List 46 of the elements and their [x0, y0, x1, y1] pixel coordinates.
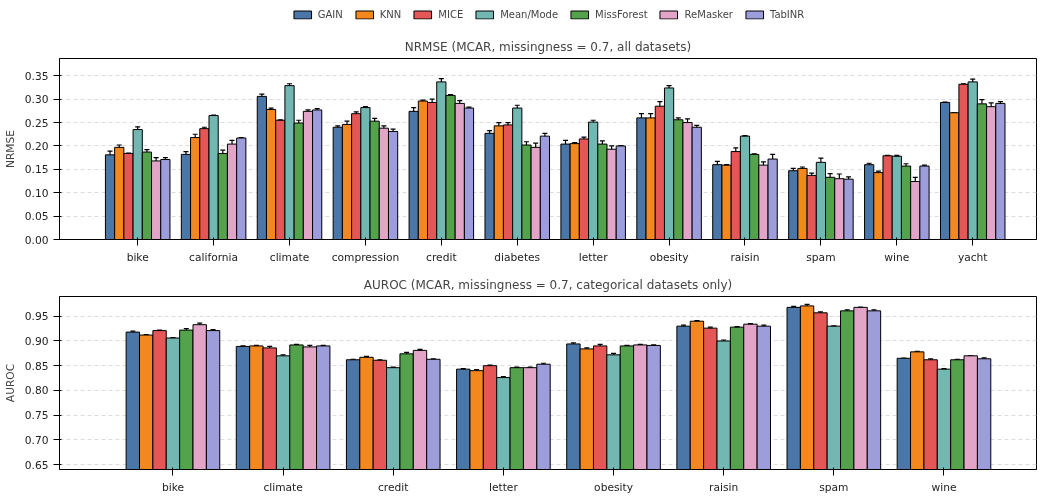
x-tick-label: letter	[488, 480, 519, 494]
x-tick-label: credit	[426, 250, 457, 264]
x-tick-label: diabetes	[494, 250, 541, 264]
x-tick-label: spam	[819, 480, 849, 494]
y-tick-label: 0.20	[24, 139, 49, 153]
x-tick-label: raisin	[730, 250, 760, 264]
x-tick-label: obesity	[649, 250, 689, 264]
legend-label: Mean/Mode	[500, 8, 559, 20]
y-axis-title: NRMSE	[3, 129, 17, 169]
legend-label: MissForest	[595, 8, 648, 20]
x-tick-label: wine	[884, 250, 910, 264]
y-tick-label: 0.10	[24, 186, 49, 200]
x-tick-label: climate	[269, 250, 310, 264]
legend-label: GAIN	[317, 8, 343, 20]
x-tick-label: letter	[578, 250, 609, 264]
legend-label: KNN	[379, 8, 402, 20]
y-tick-label: 0.35	[24, 69, 49, 83]
y-tick-label: 0.95	[24, 310, 49, 324]
y-tick-label: 0.70	[24, 433, 49, 447]
y-axis-title: AUROC	[3, 363, 17, 403]
x-tick-label: spam	[806, 250, 836, 264]
y-tick-label: 0.00	[24, 233, 49, 247]
y-tick-label: 0.15	[24, 163, 49, 177]
x-tick-label: obesity	[594, 480, 633, 494]
x-tick-label: yacht	[957, 250, 988, 264]
y-tick-label: 0.65	[24, 458, 49, 472]
legend-label: ReMasker	[684, 8, 733, 20]
x-tick-label: climate	[263, 480, 303, 494]
x-tick-label: wine	[931, 480, 957, 494]
legend-label: MICE	[438, 8, 464, 20]
x-tick-label: compression	[331, 250, 400, 264]
x-tick-label: bike	[126, 250, 149, 264]
legend-label: TabINR	[769, 8, 805, 20]
y-tick-label: 0.30	[24, 93, 49, 107]
x-tick-label: raisin	[709, 480, 739, 494]
y-tick-label: 0.80	[24, 384, 49, 398]
chart-title: AUROC (MCAR, missingness = 0.7, categorical datasets only)	[363, 277, 733, 292]
y-tick-label: 0.05	[24, 210, 49, 224]
x-tick-label: credit	[378, 480, 409, 494]
chart-title: NRMSE (MCAR, missingness = 0.7, all datasets)	[404, 39, 692, 54]
y-tick-label: 0.90	[24, 334, 49, 348]
x-tick-label: california	[189, 250, 239, 264]
x-tick-label: bike	[161, 480, 184, 494]
y-tick-label: 0.25	[24, 116, 49, 130]
y-tick-label: 0.75	[24, 409, 49, 423]
y-tick-label: 0.85	[24, 359, 49, 373]
